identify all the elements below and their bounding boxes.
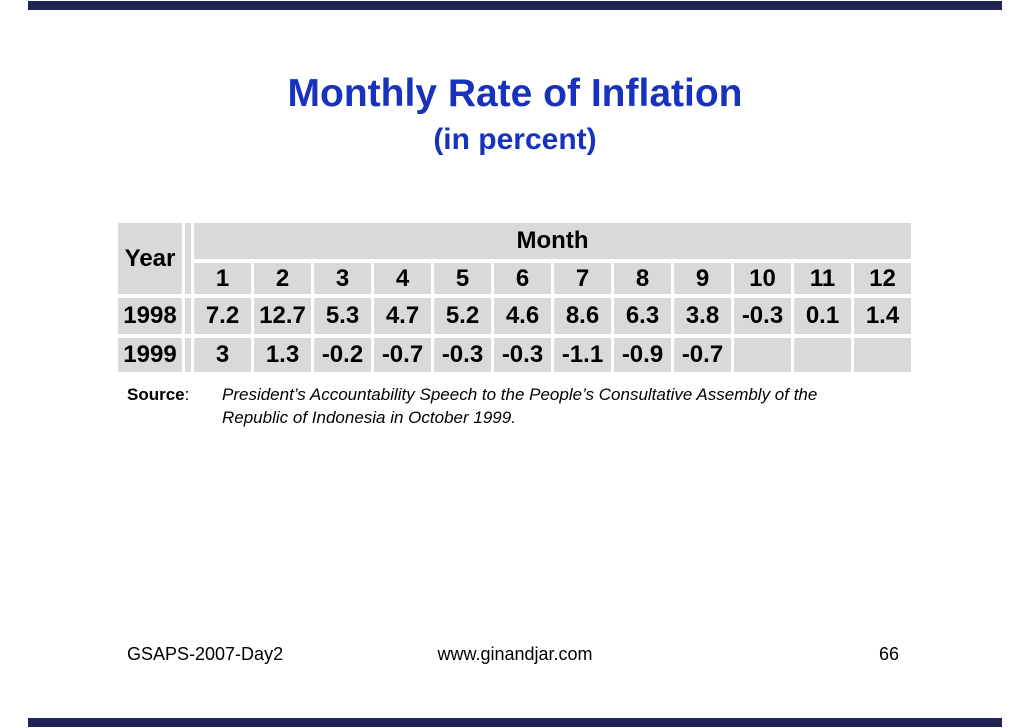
empty-cell (794, 338, 851, 372)
source-text-line-1: President’s Accountability Speech to the… (222, 385, 818, 404)
inflation-value-cell: -0.9 (614, 338, 671, 372)
inflation-value-cell: -0.7 (374, 338, 431, 372)
footer-website: www.ginandjar.com (437, 644, 593, 664)
source-note: Source: President’s Accountability Speec… (127, 383, 817, 429)
month-col-header: 3 (314, 263, 371, 294)
inflation-value-cell: -0.3 (734, 298, 791, 334)
month-col-header: 10 (734, 263, 791, 294)
inflation-value-cell: 4.6 (494, 298, 551, 334)
inflation-value-cell: 6.3 (614, 298, 671, 334)
inflation-value-cell: 12.7 (254, 298, 311, 334)
month-col-header: 11 (794, 263, 851, 294)
bottom-accent-bar (28, 718, 1002, 727)
top-accent-bar (28, 1, 1002, 10)
slide-subtitle: (in percent) (433, 123, 597, 156)
empty-cell (734, 338, 791, 372)
month-col-header: 2 (254, 263, 311, 294)
slide-title: Monthly Rate of Inflation (287, 72, 743, 115)
spacer-cell (185, 338, 191, 372)
inflation-value-cell: 1.4 (854, 298, 911, 334)
inflation-value-cell: -0.7 (674, 338, 731, 372)
inflation-value-cell: -0.2 (314, 338, 371, 372)
spacer-cell (185, 223, 191, 294)
footer-deck-name: GSAPS-2007-Day2 (127, 644, 284, 664)
month-col-header: 12 (854, 263, 911, 294)
year-header-cell: Year (118, 223, 182, 294)
year-1999-cell: 1999 (118, 338, 182, 372)
source-text: President’s Accountability Speech to the… (222, 383, 817, 429)
inflation-value-cell: -1.1 (554, 338, 611, 372)
source-label-text: Source (127, 385, 185, 404)
inflation-value-cell: 1.3 (254, 338, 311, 372)
source-label: Source: (127, 383, 222, 429)
year-1998-cell: 1998 (118, 298, 182, 334)
inflation-value-cell: 3 (194, 338, 251, 372)
month-col-header: 6 (494, 263, 551, 294)
month-col-header: 5 (434, 263, 491, 294)
month-col-header: 7 (554, 263, 611, 294)
inflation-value-cell: -0.3 (494, 338, 551, 372)
month-group-header-cell: Month (194, 223, 911, 259)
month-col-header: 4 (374, 263, 431, 294)
inflation-value-cell: 8.6 (554, 298, 611, 334)
inflation-value-cell: 7.2 (194, 298, 251, 334)
month-col-header: 8 (614, 263, 671, 294)
inflation-value-cell: 5.2 (434, 298, 491, 334)
month-col-header: 9 (674, 263, 731, 294)
source-colon: : (184, 385, 190, 404)
inflation-value-cell: 5.3 (314, 298, 371, 334)
inflation-value-cell: 4.7 (374, 298, 431, 334)
inflation-value-cell: 3.8 (674, 298, 731, 334)
source-text-line-2: Republic of Indonesia in October 1999. (222, 408, 516, 427)
inflation-value-cell: -0.3 (434, 338, 491, 372)
footer-page-number: 66 (878, 644, 899, 664)
spacer-cell (185, 298, 191, 334)
empty-cell (854, 338, 911, 372)
inflation-value-cell: 0.1 (794, 298, 851, 334)
month-col-header: 1 (194, 263, 251, 294)
inflation-table: Year Month 1 2 3 4 5 6 7 8 9 10 11 12 19… (115, 219, 914, 376)
